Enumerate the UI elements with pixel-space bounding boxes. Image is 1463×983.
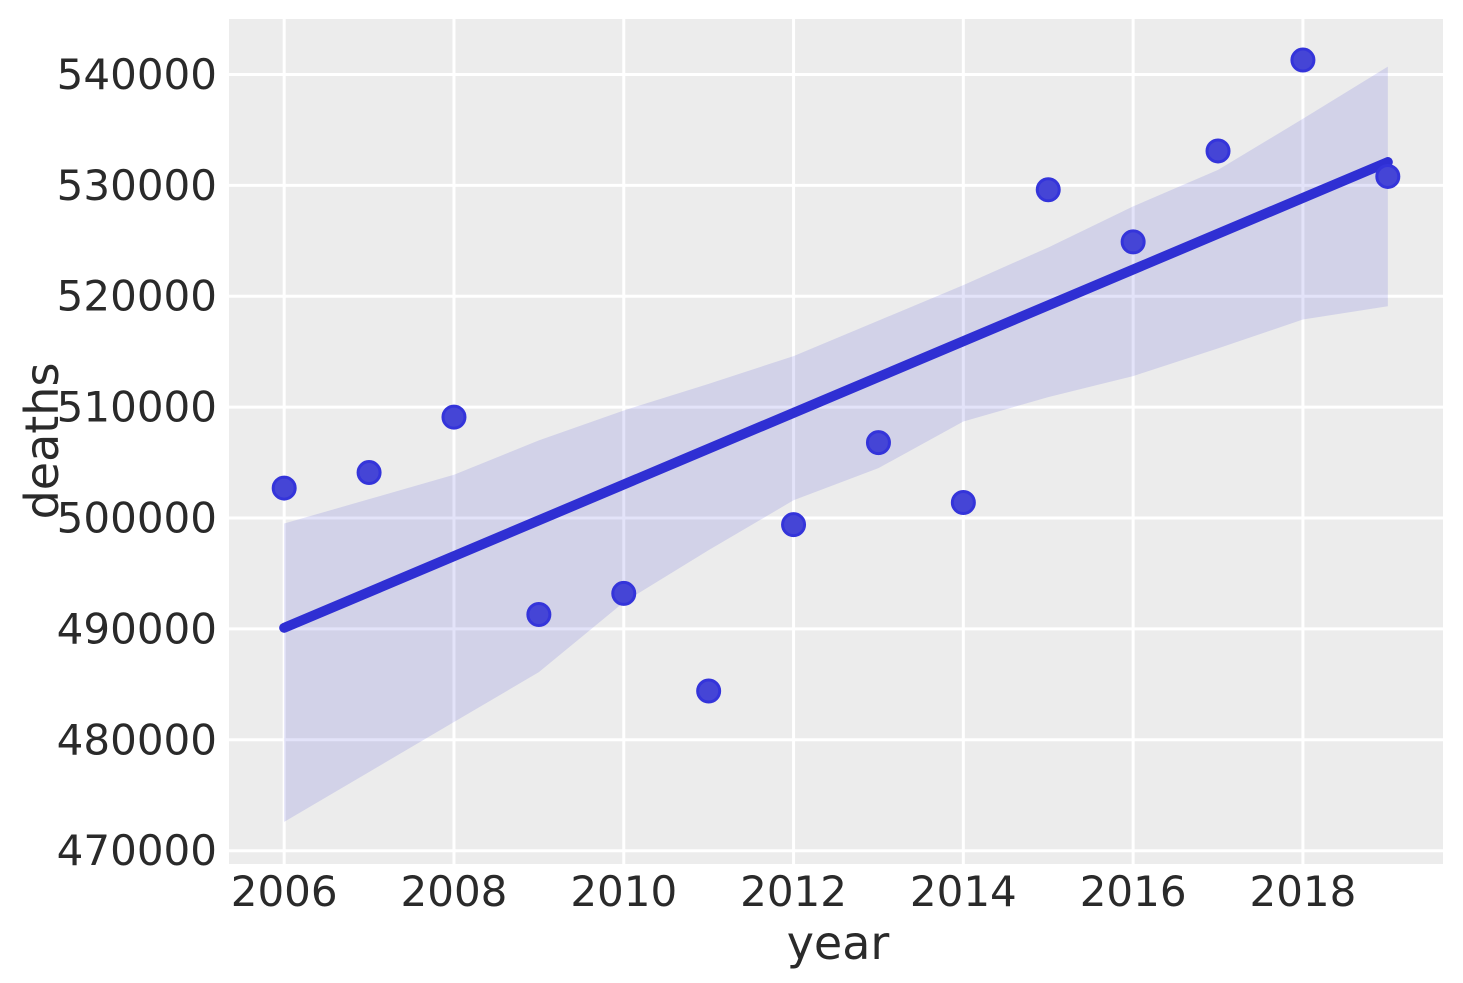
y-tick-label: 490000 [57,604,217,653]
scatter-point [1120,229,1146,255]
scatter-point [441,404,467,430]
x-tick-label: 2014 [910,867,1017,916]
scatter-point [1205,138,1231,164]
x-tick-label: 2012 [740,867,847,916]
y-tick-label: 500000 [57,494,217,543]
x-axis-label: year [787,916,890,970]
y-axis-label: deaths [15,363,69,520]
scatter-point [950,489,976,515]
x-tick-label: 2018 [1249,867,1356,916]
scatter-point [356,460,382,486]
confidence-band [284,66,1388,822]
y-tick-label: 520000 [57,272,217,321]
plot-area: 470000 480000 490000 500000 510000 520000 5300… [57,19,1443,916]
scatter-point [696,678,722,704]
scatter-point [526,601,552,627]
scatter-point [1375,163,1401,189]
y-tick-label: 540000 [57,50,217,99]
y-tick-label: 470000 [57,826,217,875]
scatter-point [781,512,807,538]
x-tick-label: 2010 [570,867,677,916]
scatter-point [865,430,891,456]
x-tick-label: 2008 [401,867,508,916]
scatter-point [271,475,297,501]
scatter-point [1035,177,1061,203]
scatter-point [1290,47,1316,73]
x-tick-label: 2016 [1080,867,1187,916]
plot-background [229,19,1443,864]
y-tick-label: 510000 [57,383,217,432]
regression-line [279,157,1393,633]
y-tick-label: 480000 [57,715,217,764]
x-tick-label: 2006 [231,867,338,916]
scatter-point [611,580,637,606]
y-tick-label: 530000 [57,161,217,210]
